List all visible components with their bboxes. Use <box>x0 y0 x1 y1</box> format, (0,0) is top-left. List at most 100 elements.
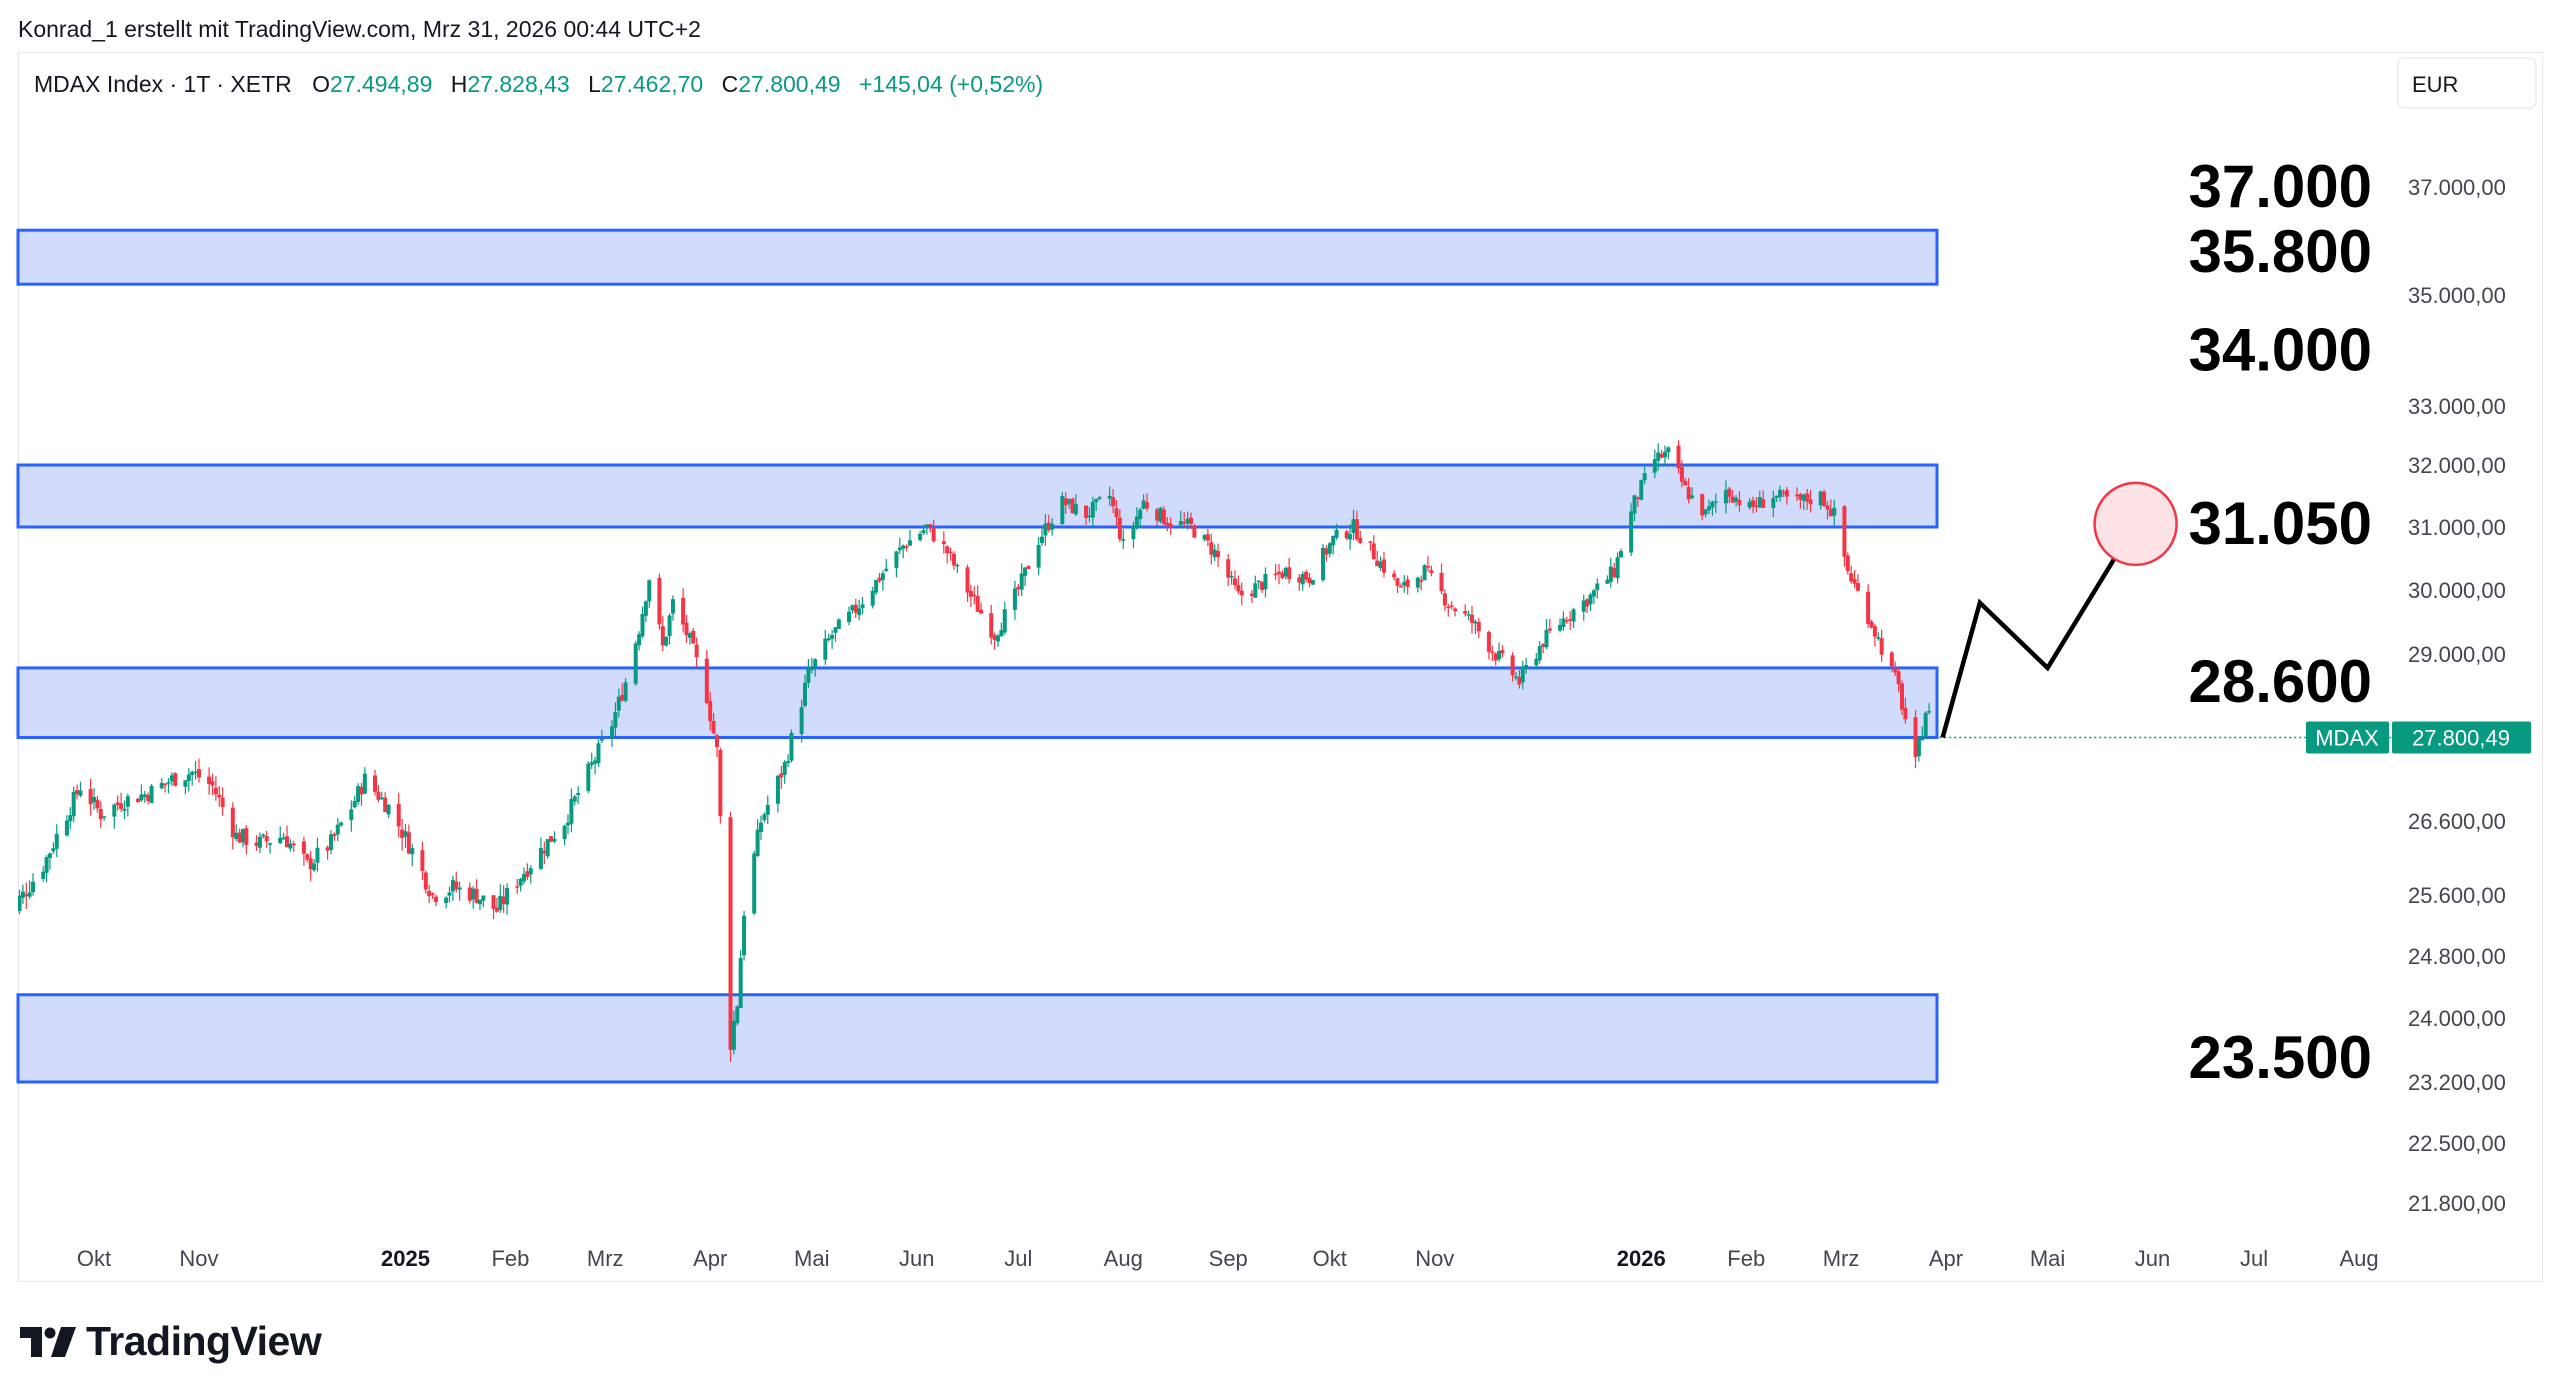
candle-body <box>376 791 381 800</box>
candle-body <box>826 638 831 640</box>
candle-body <box>694 644 699 658</box>
candle-body <box>1855 583 1860 591</box>
legend-close-value: 27.800,49 <box>738 71 840 97</box>
candle-body <box>1547 628 1552 631</box>
candle-body <box>1453 608 1458 612</box>
candle-body <box>1368 541 1373 543</box>
candle-body <box>687 633 692 638</box>
legend-close-label: C <box>722 71 739 97</box>
candle-body <box>742 915 747 956</box>
candle-body <box>420 850 425 871</box>
candle-body <box>894 551 899 568</box>
candle-body <box>1117 517 1122 540</box>
candle-body <box>775 775 780 804</box>
candle-body <box>1188 517 1193 524</box>
candle-body <box>823 638 828 660</box>
candle-body <box>799 707 804 735</box>
candle-body <box>1375 560 1380 567</box>
candle-body <box>1913 717 1918 758</box>
candle-body <box>1774 495 1779 498</box>
candle-body <box>718 749 723 817</box>
candle-body <box>1442 593 1447 606</box>
candle-body <box>907 540 912 546</box>
candle-body <box>1541 644 1546 648</box>
candle-body <box>518 878 523 886</box>
candle-body <box>989 613 994 638</box>
candle-body <box>616 696 621 711</box>
currency-button[interactable]: EUR <box>2397 57 2537 109</box>
candle-body <box>1019 573 1024 590</box>
key-level-label: 28.600 <box>2188 648 2372 715</box>
candle-body <box>383 797 388 813</box>
candle-body <box>667 615 672 637</box>
candle-body <box>640 613 645 637</box>
y-tick-label: 30.000,00 <box>2408 578 2506 603</box>
candle-body <box>1446 606 1451 609</box>
candle-body <box>1060 495 1065 525</box>
candle-body <box>112 804 117 817</box>
candle-body <box>637 634 642 646</box>
candle-body <box>1236 584 1241 592</box>
candle-body <box>589 762 594 765</box>
candle-body <box>1469 614 1474 623</box>
candle-body <box>1852 579 1857 584</box>
candle-body <box>660 626 665 646</box>
candle-body <box>924 524 929 528</box>
candle-body <box>1185 518 1190 524</box>
candle-body <box>941 541 946 545</box>
candle-body <box>1202 535 1207 540</box>
candle-body <box>1168 523 1173 527</box>
candle-body <box>1304 571 1309 580</box>
candle-body <box>1114 508 1119 518</box>
candle-body <box>1371 543 1376 560</box>
candle-body <box>1866 591 1871 624</box>
candle-body <box>373 775 378 792</box>
candle-body <box>647 580 652 602</box>
candle-body <box>1879 638 1884 655</box>
candle-body <box>433 896 438 903</box>
candle-body <box>813 659 818 668</box>
candle-body <box>136 798 141 803</box>
candle-body <box>1706 506 1711 511</box>
candle-body <box>1737 499 1742 506</box>
legend-open-label: O <box>312 71 330 97</box>
candle-body <box>51 848 56 852</box>
candle-body <box>1876 637 1881 639</box>
candle-body <box>98 809 103 820</box>
candle-body <box>352 801 357 808</box>
candle-body <box>237 832 242 843</box>
candle-body <box>1422 565 1427 581</box>
tradingview-logo[interactable]: TradingView <box>20 1318 322 1365</box>
candle-body <box>281 837 286 840</box>
candle-body <box>711 720 716 734</box>
candle-body <box>1822 491 1827 507</box>
candle-body <box>1090 501 1095 518</box>
candle-body <box>288 843 293 849</box>
candle-body <box>955 564 960 567</box>
candle-body <box>301 841 306 854</box>
candle-body <box>386 804 391 815</box>
candle-body <box>1012 588 1017 610</box>
candle-body <box>1419 580 1424 582</box>
candle-body <box>1818 491 1823 506</box>
candle-body <box>159 782 164 789</box>
candle-body <box>1639 480 1644 500</box>
candle-body <box>1155 509 1160 521</box>
target-circle <box>2093 481 2178 567</box>
price-tag-label: MDAX <box>2315 725 2379 750</box>
candle-body <box>505 887 510 905</box>
candle-body <box>1585 599 1590 607</box>
candle-body <box>139 794 144 801</box>
candle-body <box>664 636 669 646</box>
candle-body <box>1144 502 1149 509</box>
candle-body <box>1300 574 1305 585</box>
candle-body <box>657 577 662 625</box>
candle-body <box>1226 559 1231 578</box>
candle-body <box>1026 566 1031 569</box>
candle-body <box>830 634 835 639</box>
candle-body <box>738 958 743 1009</box>
candle-body <box>1686 487 1691 500</box>
candle-body <box>193 771 198 774</box>
